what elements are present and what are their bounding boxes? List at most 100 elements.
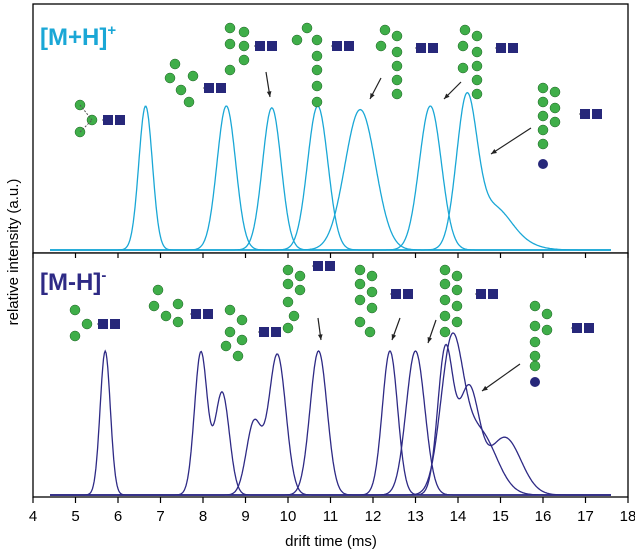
glucose-circle-icon bbox=[294, 270, 306, 282]
glucose-circle-icon bbox=[364, 326, 376, 338]
glcnac-square-icon bbox=[255, 41, 265, 51]
x-tick-label: 18 bbox=[620, 508, 635, 525]
glucose-circle-icon bbox=[187, 70, 199, 82]
glucose-circle-icon bbox=[537, 82, 549, 94]
glucose-circle-icon bbox=[69, 330, 81, 342]
glucose-circle-icon bbox=[311, 64, 323, 76]
glcnac-square-icon bbox=[584, 323, 594, 333]
glucose-circle-icon bbox=[471, 60, 483, 72]
glucose-circle-icon bbox=[549, 102, 561, 114]
glcnac-square-icon bbox=[592, 109, 602, 119]
glucose-circle-icon bbox=[451, 270, 463, 282]
glucose-circle-icon bbox=[549, 86, 561, 98]
glucose-circle-icon bbox=[379, 24, 391, 36]
glucose-circle-icon bbox=[354, 264, 366, 276]
glucose-circle-icon bbox=[164, 72, 176, 84]
glcnac-square-icon bbox=[313, 261, 323, 271]
annotation-arrows bbox=[265, 71, 532, 392]
glucose-circle-icon bbox=[537, 138, 549, 150]
glcnac-square-icon bbox=[325, 261, 335, 271]
glcnac-square-icon bbox=[204, 83, 214, 93]
glucose-circle-icon bbox=[288, 310, 300, 322]
series-line bbox=[50, 91, 611, 251]
glucose-circle-icon bbox=[282, 322, 294, 334]
annotation-arrow-head bbox=[444, 93, 450, 99]
x-tick-label: 13 bbox=[407, 508, 424, 525]
glcnac-square-icon bbox=[271, 327, 281, 337]
glucose-circle-icon bbox=[172, 316, 184, 328]
glucose-circle-icon bbox=[451, 300, 463, 312]
glucose-circle-icon bbox=[232, 350, 244, 362]
glucose-circle-icon bbox=[471, 74, 483, 86]
annotation-arrow-head bbox=[482, 385, 488, 391]
glucose-circle-icon bbox=[529, 360, 541, 372]
glucose-circle-icon bbox=[471, 30, 483, 42]
glucose-circle-icon bbox=[439, 278, 451, 290]
glcnac-square-icon bbox=[572, 323, 582, 333]
glcnac-square-icon bbox=[216, 83, 226, 93]
glucose-circle-icon bbox=[282, 296, 294, 308]
x-tick-label: 16 bbox=[535, 508, 552, 525]
x-tick-label: 11 bbox=[323, 508, 339, 525]
x-tick-label: 7 bbox=[156, 508, 164, 525]
top-panel-ion-label: [M+H]+ bbox=[40, 22, 116, 51]
glycosidic-link bbox=[79, 119, 93, 133]
glucose-circle-icon bbox=[391, 88, 403, 100]
x-tick-label: 12 bbox=[365, 508, 382, 525]
glucose-circle-icon bbox=[311, 34, 323, 46]
glcnac-square-icon bbox=[580, 109, 590, 119]
glucose-circle-icon bbox=[549, 116, 561, 128]
annotation-arrow-head bbox=[427, 337, 433, 343]
glcnac-square-icon bbox=[508, 43, 518, 53]
glucose-circle-icon bbox=[529, 350, 541, 362]
glucose-circle-icon bbox=[152, 284, 164, 296]
glcnac-square-icon bbox=[203, 309, 213, 319]
glucose-circle-icon bbox=[238, 40, 250, 52]
x-tick-label: 15 bbox=[492, 508, 509, 525]
glucose-circle-icon bbox=[81, 318, 93, 330]
x-tick-label: 17 bbox=[577, 508, 594, 525]
x-tick-label: 14 bbox=[450, 508, 467, 525]
glcnac-square-icon bbox=[110, 319, 120, 329]
glucose-circle-icon bbox=[529, 336, 541, 348]
glucose-circle-icon bbox=[224, 64, 236, 76]
glucose-circle-icon bbox=[172, 298, 184, 310]
y-axis-label: relative intensity (a.u.) bbox=[5, 179, 22, 326]
glucose-circle-icon bbox=[451, 284, 463, 296]
glcnac-square-icon bbox=[344, 41, 354, 51]
glcnac-square-icon bbox=[103, 115, 113, 125]
top-panel-ion-label-charge: + bbox=[107, 22, 116, 39]
glucose-circle-icon bbox=[69, 304, 81, 316]
glcnac-square-icon bbox=[259, 327, 269, 337]
bottom-panel-curves bbox=[50, 332, 611, 496]
glucose-circle-icon bbox=[541, 308, 553, 320]
x-axis-label: drift time (ms) bbox=[285, 533, 377, 550]
annotation-arrow-head bbox=[370, 93, 375, 99]
glcnac-square-icon bbox=[416, 43, 426, 53]
bottom-panel-ion-label-main: [M-H] bbox=[40, 269, 101, 296]
glucose-circle-icon bbox=[366, 286, 378, 298]
x-tick-label: 4 bbox=[29, 508, 37, 525]
annotation-arrow-line bbox=[481, 363, 521, 392]
glcnac-square-icon bbox=[391, 289, 401, 299]
top-panel-curves bbox=[50, 91, 611, 251]
glcnac-square-icon bbox=[488, 289, 498, 299]
glucose-circle-icon bbox=[169, 58, 181, 70]
glcnac-square-icon bbox=[403, 289, 413, 299]
glucose-circle-icon bbox=[391, 30, 403, 42]
glucose-circle-icon bbox=[311, 50, 323, 62]
bottom-panel-frame bbox=[32, 252, 629, 498]
glucose-circle-icon bbox=[183, 96, 195, 108]
annotation-arrow-head bbox=[317, 334, 323, 340]
glcnac-square-icon bbox=[496, 43, 506, 53]
glucose-circle-icon bbox=[457, 62, 469, 74]
glucose-circle-icon bbox=[391, 74, 403, 86]
glucose-circle-icon bbox=[391, 60, 403, 72]
glcnac-circle-icon bbox=[538, 159, 548, 169]
glcnac-square-icon bbox=[267, 41, 277, 51]
x-tick-label: 5 bbox=[71, 508, 79, 525]
glucose-circle-icon bbox=[224, 326, 236, 338]
glucose-circle-icon bbox=[439, 310, 451, 322]
annotation-arrow-head bbox=[391, 334, 397, 340]
